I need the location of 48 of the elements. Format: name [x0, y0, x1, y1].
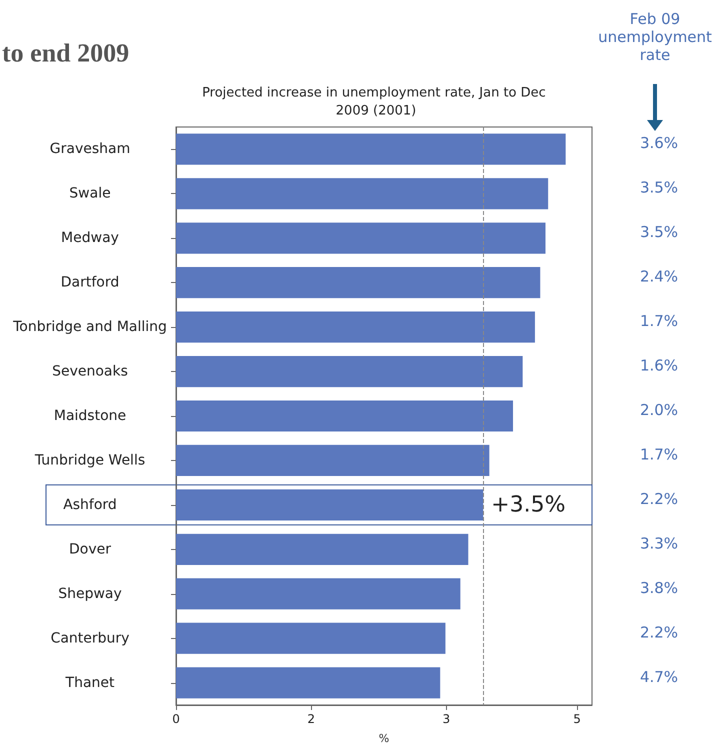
bar: [176, 444, 490, 476]
bar: [176, 222, 546, 254]
bar: [176, 534, 468, 565]
x-tick-label: 3: [442, 712, 450, 726]
text: Feb 09 unemployment rate: [598, 10, 712, 64]
y-tick-label: Ashford: [63, 496, 117, 513]
y-tick-label: Maidstone: [54, 408, 126, 424]
x-tick-label: 2: [307, 712, 315, 726]
text: 4.7%: [640, 668, 678, 686]
y-tick-label: Thanet: [64, 674, 115, 691]
y-tick-label: Dover: [69, 541, 112, 558]
bar: [176, 134, 566, 165]
y-tick-label: Sevenoaks: [52, 364, 128, 380]
text: 2.4%: [640, 268, 678, 286]
bar: [176, 267, 540, 298]
text: 3.5%: [640, 178, 678, 197]
chart-subtitle: Projected increase in unemployment rate, Jan to Dec 2009 (2001): [202, 86, 550, 118]
x-tick-label: 5: [573, 712, 581, 726]
y-tick-label: Shepway: [58, 586, 122, 602]
bar: [176, 578, 460, 610]
y-tick-label: Tonbridge and Malling: [12, 319, 167, 336]
text: 3.8%: [640, 578, 678, 597]
y-tick-label: Gravesham: [50, 141, 130, 158]
x-axis-title: %: [378, 732, 390, 745]
y-tick-label: Canterbury: [50, 630, 130, 646]
y-tick-label: Swale: [69, 186, 111, 202]
text: 3.5%: [640, 223, 678, 242]
y-tick-label: Medway: [61, 230, 119, 246]
bar: [176, 622, 446, 654]
text: 3.6%: [640, 134, 678, 152]
bar: [176, 312, 535, 343]
y-tick-label: Tunbridge Wells: [34, 452, 146, 468]
bar: [176, 400, 514, 432]
text: 1.7%: [640, 312, 678, 330]
bar: [176, 356, 523, 388]
text: 1.7%: [640, 445, 678, 464]
annotation: +3.5%: [491, 492, 566, 518]
text: 1.6%: [640, 356, 678, 375]
text: 2.2%: [640, 623, 678, 642]
text: 2.0%: [640, 401, 678, 419]
text: 3.3%: [640, 534, 678, 552]
chart-title: to end 2009: [2, 38, 130, 68]
bar: [176, 667, 440, 698]
x-tick-label: 0: [172, 712, 180, 726]
y-tick-label: Dartford: [60, 274, 120, 291]
text: 2.2%: [640, 490, 678, 508]
bar: [176, 489, 484, 520]
bar: [176, 178, 548, 210]
